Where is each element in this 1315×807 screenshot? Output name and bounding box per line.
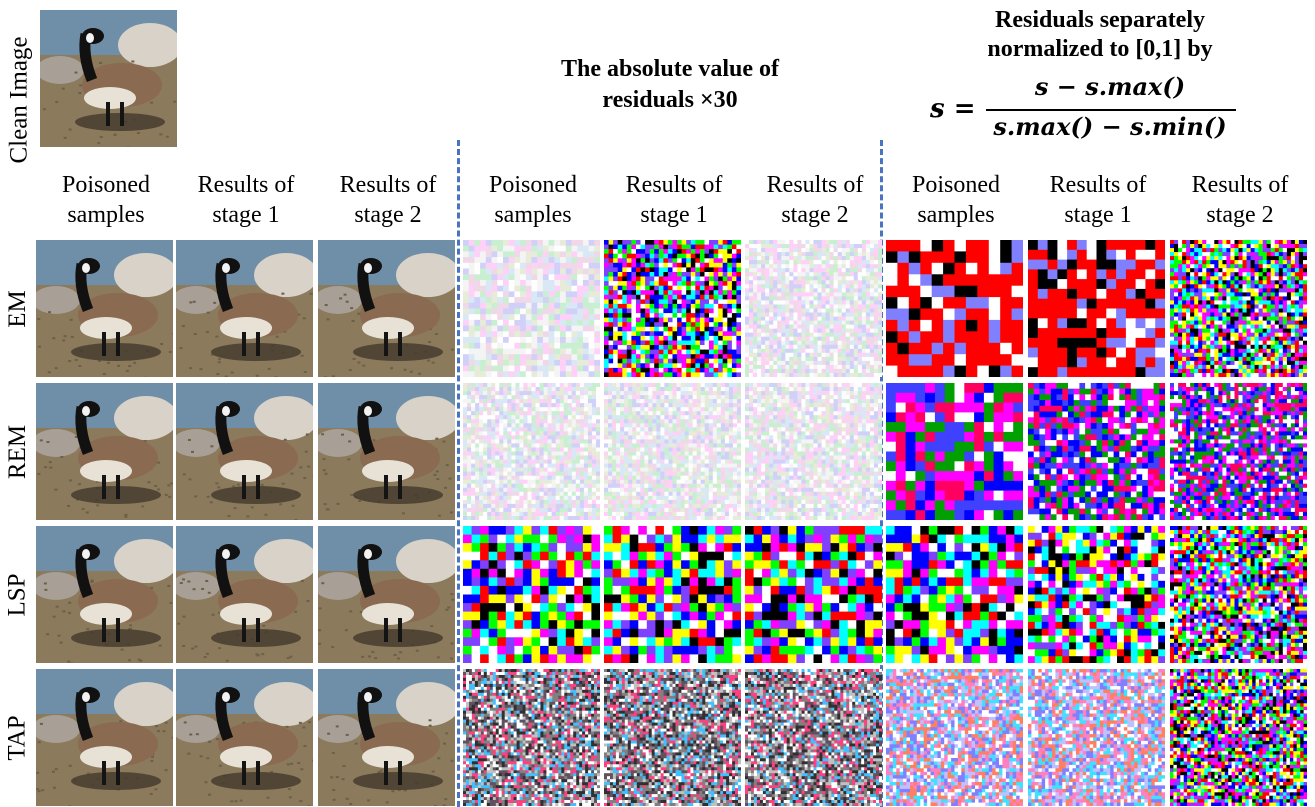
residual-map [745,669,882,806]
residual-map [745,526,882,663]
column-header: Results of stage 2 [1170,170,1310,230]
residual-map [1028,240,1165,377]
goose-image [36,669,173,806]
residual-map [463,383,600,520]
section-separator-1 [457,140,460,807]
column-header: Results of stage 2 [318,170,458,230]
column-header: Results of stage 1 [1028,170,1168,230]
residual-map [886,669,1023,806]
goose-image [318,383,455,520]
formula-fraction-bar [986,109,1236,111]
goose-image [176,240,313,377]
goose-image [318,526,455,663]
residual-map [1170,669,1307,806]
column-header: Results of stage 1 [604,170,744,230]
column-header: Results of stage 2 [745,170,885,230]
goose-image [176,526,313,663]
residual-map [604,526,741,663]
residual-map [1028,383,1165,520]
column-header: Results of stage 1 [176,170,316,230]
goose-image [36,383,173,520]
residual-map [886,240,1023,377]
residual-map [745,240,882,377]
residual-map [604,669,741,806]
residual-map [604,383,741,520]
row-label-tap: TAP [0,669,36,806]
normalized-title-line2: normalized to [0,1] by [900,35,1300,64]
clean-image-label: Clean Image [0,10,40,190]
column-header: Poisoned samples [463,170,603,230]
clean-image [36,10,182,149]
goose-image [176,383,313,520]
normalized-residuals-title: Residuals separately normalized to [0,1]… [900,6,1300,64]
residual-map [886,526,1023,663]
residual-map [1170,383,1307,520]
goose-image [318,669,455,806]
residual-map [745,383,882,520]
residual-map [1028,669,1165,806]
residual-map [1028,526,1165,663]
row-label-rem: REM [0,383,36,520]
goose-image [36,240,173,377]
row-label-lsp: LSP [0,526,36,663]
abs-residuals-title: The absolute value of residuals ×30 [520,54,820,116]
goose-image [318,240,455,377]
column-header: Poisoned samples [36,170,176,230]
goose-image [176,669,313,806]
residual-map [463,240,600,377]
residual-map [463,526,600,663]
normalized-title-line1: Residuals separately [900,6,1300,35]
column-header: Poisoned samples [886,170,1026,230]
normalization-formula: s = s − s.max() s.max() − s.min() [930,72,1236,142]
residual-map [604,240,741,377]
formula-numerator: s − s.max() [990,72,1230,101]
goose-image [36,526,173,663]
residual-map [886,383,1023,520]
residual-map [1170,240,1307,377]
residual-map [1170,526,1307,663]
row-label-em: EM [0,240,36,377]
formula-denominator: s.max() − s.min() [990,112,1230,141]
residual-map [463,669,600,806]
formula-lhs: s = [930,94,975,124]
